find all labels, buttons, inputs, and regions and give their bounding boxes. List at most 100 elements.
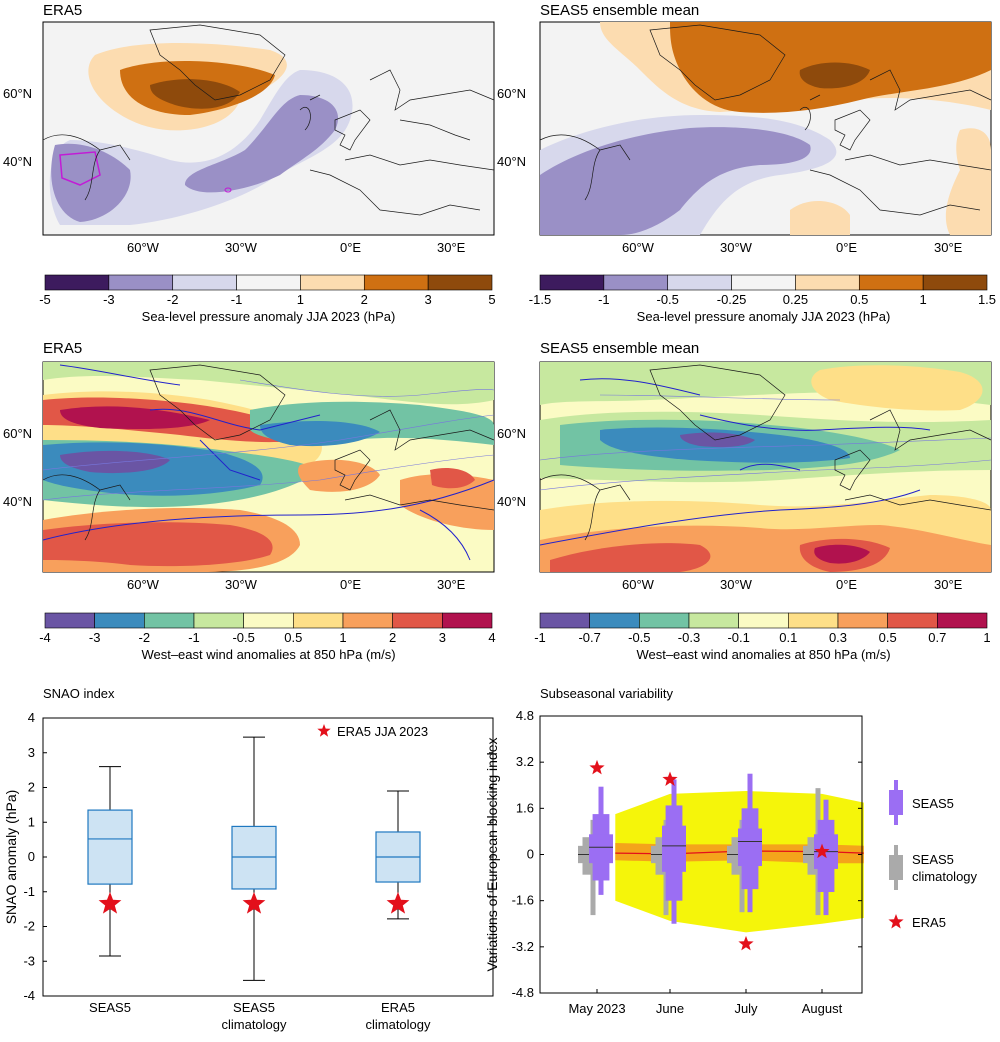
blocking-ylabel: Variations of European blocking index xyxy=(484,737,500,971)
lon-label: 60°W xyxy=(622,240,654,255)
colorbar-tick-label: -1.5 xyxy=(529,292,551,307)
colorbar-tick-label: 0.5 xyxy=(879,630,897,645)
colorbar-tick-label: -0.5 xyxy=(628,630,650,645)
snao-ytick-label: 4 xyxy=(28,710,35,725)
colorbar-tick-label: -0.3 xyxy=(678,630,700,645)
snao-era5-star xyxy=(242,891,266,914)
blocking-chart-title: Subseasonal variability xyxy=(540,686,673,701)
snao-box xyxy=(231,825,277,890)
lon-label: 30°E xyxy=(934,577,963,592)
panel-title: ERA5 xyxy=(43,340,83,357)
snao-legend-label: ERA5 JJA 2023 xyxy=(337,724,428,739)
colorbar-tick-label: -0.5 xyxy=(232,630,254,645)
legend-clim-swatch xyxy=(889,855,903,880)
snao-category-label: SEAS5 xyxy=(233,1000,275,1015)
blocking-ytick-label: -4.8 xyxy=(512,985,534,1000)
colorbar-tick-label: 0.1 xyxy=(779,630,797,645)
colorbar-tick-label: 1 xyxy=(297,292,304,307)
colorbar-label: Sea-level pressure anomaly JJA 2023 (hPa… xyxy=(637,309,891,324)
snao-category-label: climatology xyxy=(365,1017,431,1032)
colorbar-label: West–east wind anomalies at 850 hPa (m/s… xyxy=(636,647,890,662)
colorbar-tick-label: -0.5 xyxy=(657,292,679,307)
snao-legend-star xyxy=(317,724,331,737)
blocking-ytick-label: 1.6 xyxy=(516,800,534,815)
snao-ytick-label: -4 xyxy=(23,988,35,1003)
snao-ytick-label: -1 xyxy=(23,884,35,899)
panel-title: SEAS5 ensemble mean xyxy=(540,2,700,19)
lon-label: 30°E xyxy=(934,240,963,255)
colorbar-label: West–east wind anomalies at 850 hPa (m/s… xyxy=(141,647,395,662)
lon-label: 30°W xyxy=(720,240,752,255)
colorbar-tick-label: 2 xyxy=(389,630,396,645)
lat-label: 60°N xyxy=(3,426,33,441)
colorbar-tick-label: -0.1 xyxy=(727,630,749,645)
colorbar-tick-label: -5 xyxy=(39,292,51,307)
colorbar-label: Sea-level pressure anomaly JJA 2023 (hPa… xyxy=(142,309,396,324)
snao-era5-star xyxy=(386,891,410,914)
lon-label: 60°W xyxy=(127,240,159,255)
snao-category-label: climatology xyxy=(221,1017,287,1032)
colorbar-tick-label: 2 xyxy=(361,292,368,307)
lon-label: 30°E xyxy=(437,577,466,592)
lat-label: 60°N xyxy=(497,86,527,101)
lon-label: 30°W xyxy=(720,577,752,592)
colorbar-tick-label: 0.5 xyxy=(850,292,868,307)
colorbar-tick-label: 0.5 xyxy=(284,630,302,645)
colorbar-tick-label: -2 xyxy=(139,630,151,645)
colorbar-tick-label: -3 xyxy=(103,292,115,307)
colorbar-tick-label: 0.3 xyxy=(829,630,847,645)
colorbar-tick-label: -0.25 xyxy=(717,292,747,307)
blocking-era5-star xyxy=(589,759,605,775)
panel-title: SEAS5 ensemble mean xyxy=(540,340,700,357)
colorbar-tick-label: 1 xyxy=(920,292,927,307)
lat-label: 60°N xyxy=(497,426,527,441)
colorbar-tick-label: 4 xyxy=(488,630,495,645)
panel-title: ERA5 xyxy=(43,2,83,19)
colorbar-tick-label: -4 xyxy=(39,630,51,645)
legend-seas5-swatch xyxy=(889,790,903,815)
snao-chart-title: SNAO index xyxy=(43,686,115,701)
legend-clim-label: climatology xyxy=(912,869,978,884)
blocking-ytick-label: 4.8 xyxy=(516,708,534,723)
colorbar-tick-label: 1 xyxy=(339,630,346,645)
snao-ytick-label: 0 xyxy=(28,849,35,864)
colorbar-tick-label: -1 xyxy=(598,292,610,307)
colorbar-tick-label: 0.7 xyxy=(928,630,946,645)
legend-era5-label: ERA5 xyxy=(912,915,946,930)
colorbar-tick-label: -1 xyxy=(188,630,200,645)
lon-label: 0°E xyxy=(836,577,858,592)
blocking-seas5-box xyxy=(662,825,686,872)
lat-label: 40°N xyxy=(3,494,33,509)
blocking-ytick-label: -1.6 xyxy=(512,893,534,908)
blocking-xtick-label: August xyxy=(802,1001,843,1016)
colorbar-tick-label: 1 xyxy=(983,630,990,645)
colorbar-swatch xyxy=(922,274,988,291)
colorbar-swatch xyxy=(427,274,493,291)
colorbar-tick-label: 1.5 xyxy=(978,292,996,307)
lat-label: 40°N xyxy=(3,154,33,169)
blocking-seas5-box xyxy=(589,834,613,864)
lon-label: 30°W xyxy=(225,577,257,592)
lon-label: 60°W xyxy=(622,577,654,592)
lon-label: 0°E xyxy=(340,240,362,255)
colorbar-swatch xyxy=(442,612,493,629)
blocking-xtick-label: June xyxy=(656,1001,684,1016)
colorbar-tick-label: -1 xyxy=(534,630,546,645)
blocking-xtick-label: July xyxy=(734,1001,758,1016)
snao-box xyxy=(87,809,133,885)
colorbar-tick-label: -2 xyxy=(167,292,179,307)
colorbar-tick-label: -1 xyxy=(231,292,243,307)
snao-ylabel: SNAO anomaly (hPa) xyxy=(3,790,19,925)
snao-ytick-label: 3 xyxy=(28,745,35,760)
blocking-era5-star xyxy=(662,771,678,786)
legend-seas5-label: SEAS5 xyxy=(912,796,954,811)
lat-label: 40°N xyxy=(497,494,527,509)
blocking-xtick-label: May 2023 xyxy=(568,1001,625,1016)
lon-label: 0°E xyxy=(340,577,362,592)
colorbar-tick-label: 3 xyxy=(439,630,446,645)
lon-label: 60°W xyxy=(127,577,159,592)
